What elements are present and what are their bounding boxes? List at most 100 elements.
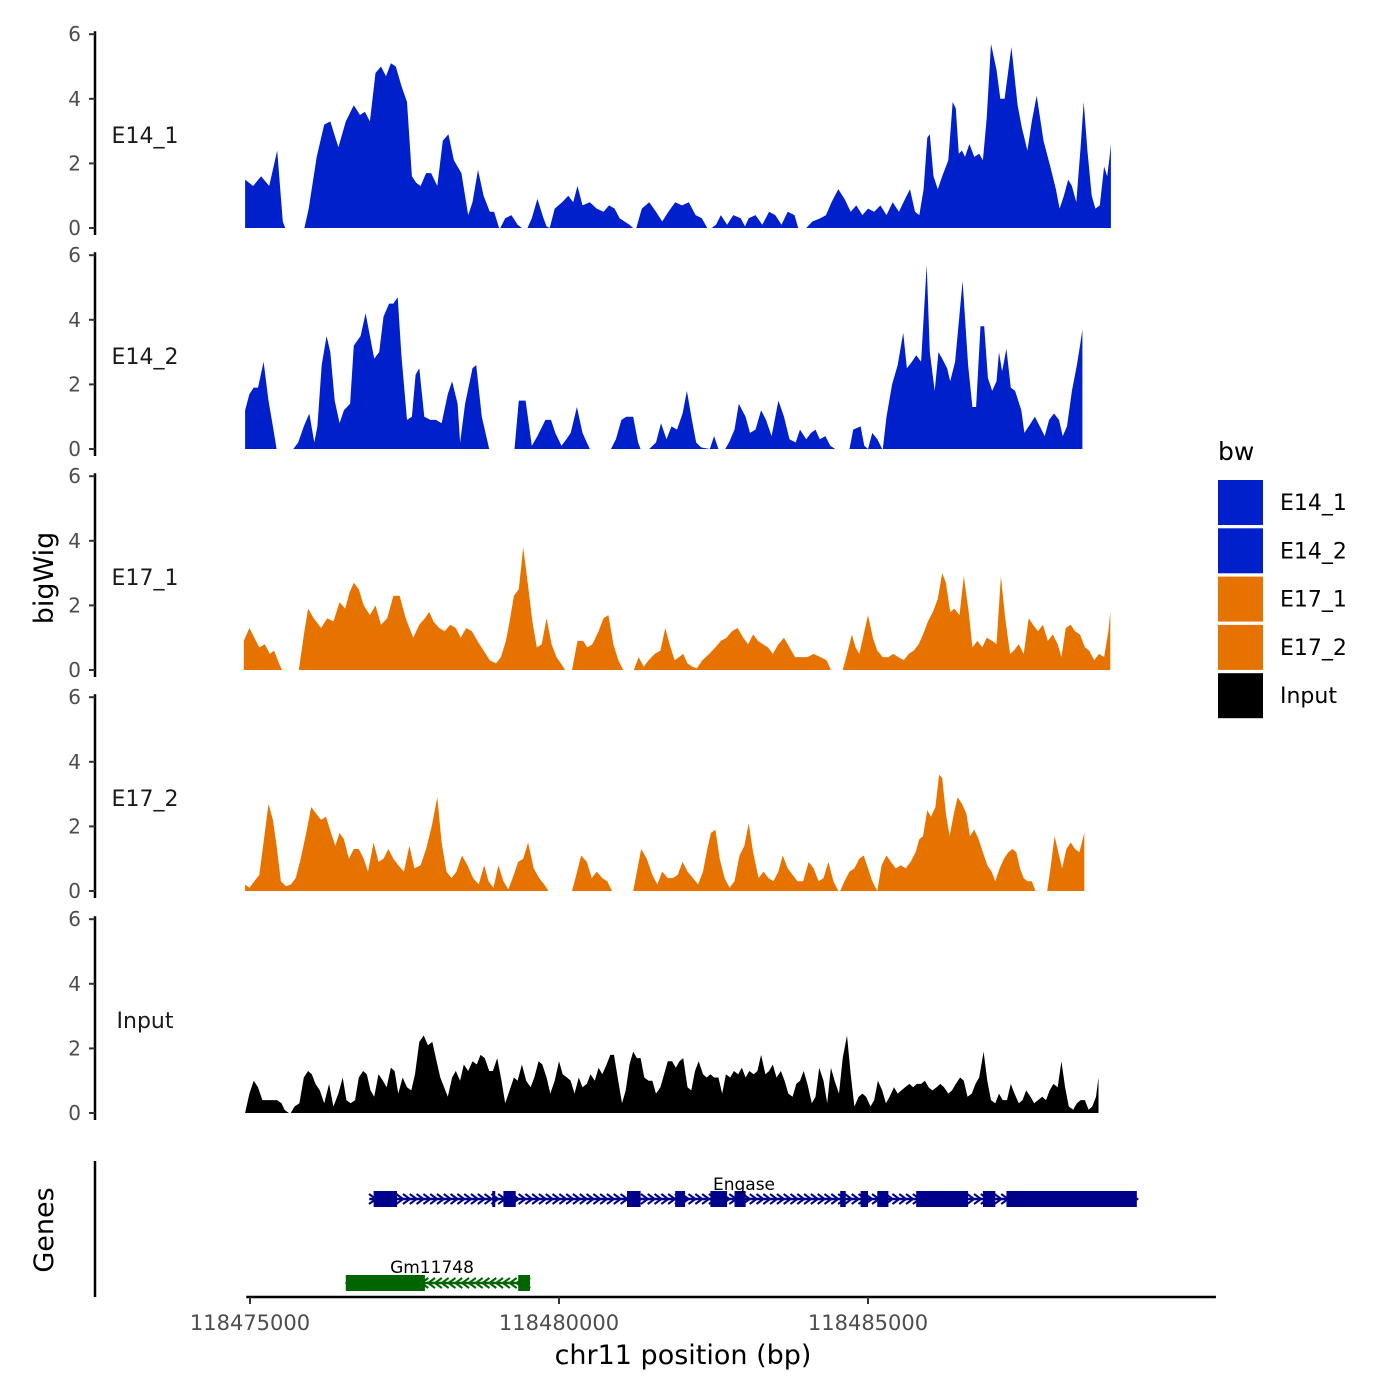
strand-arrow (613, 1193, 623, 1205)
x-axis: 118475000 118480000 118485000 (190, 1295, 1216, 1335)
legend-item-input: Input (1218, 673, 1337, 719)
track-input: 0 2 4 6 Input (68, 907, 1099, 1125)
strand-arrow (524, 1193, 535, 1205)
strand-arrow (762, 1193, 772, 1205)
track-name: E14_2 (112, 345, 179, 370)
area-e17-2 (245, 774, 1085, 891)
y-tick-label: 6 (68, 243, 81, 267)
y-tick-label: 4 (68, 308, 81, 332)
legend-swatch (1218, 624, 1263, 670)
gene-name-label: Engase (713, 1175, 775, 1195)
legend-swatch (1218, 576, 1263, 622)
track-e17-1: 0 2 4 6 E17_1 (68, 464, 1111, 682)
strand-arrow (585, 1193, 596, 1205)
track-e17-2: 0 2 4 6 E17_2 (68, 685, 1085, 903)
legend-swatch (1218, 528, 1263, 574)
strand-arrow (579, 1193, 589, 1205)
y-tick-label: 4 (68, 750, 81, 774)
strand-arrow (446, 1277, 457, 1289)
exon (916, 1191, 969, 1207)
strand-arrow (647, 1193, 657, 1205)
exon (503, 1191, 516, 1207)
strand-arrow (898, 1193, 908, 1205)
legend-title: bw (1218, 437, 1254, 466)
x-tick-label: 118485000 (808, 1311, 928, 1335)
legend-label: E17_2 (1280, 636, 1347, 661)
strand-arrow (426, 1277, 436, 1289)
strand-arrow (796, 1193, 806, 1205)
legend-item-e17-2: E17_2 (1218, 624, 1347, 670)
strand-arrow (966, 1193, 976, 1205)
area-e14-2 (245, 264, 1083, 449)
strand-arrow (687, 1193, 698, 1205)
y-tick-label: 4 (68, 972, 81, 996)
strand-arrow (789, 1193, 800, 1205)
track-e14-2: 0 2 4 6 E14_2 (68, 243, 1083, 461)
strand-arrow (443, 1193, 453, 1205)
strand-arrow (830, 1193, 840, 1205)
strand-arrow (769, 1193, 779, 1205)
exon (675, 1191, 686, 1207)
strand-arrow (456, 1193, 467, 1205)
y-tick-label: 2 (68, 814, 81, 838)
y-axis-label: bigWig (29, 532, 60, 625)
y-tick-label: 6 (68, 22, 81, 46)
exon (1006, 1191, 1137, 1207)
strand-arrow (463, 1193, 473, 1205)
strand-arrow (467, 1277, 477, 1289)
strand-arrow (460, 1277, 470, 1289)
y-tick-label: 6 (68, 464, 81, 488)
strand-arrow (640, 1193, 650, 1205)
coverage-tracks: 0 2 4 6 E14_1 0 2 4 6 E14_2 0 2 4 6 E17_1 0 2 4 6 E17_2 0 2 4 6… (68, 22, 1111, 1125)
y-tick-label: 4 (68, 529, 81, 553)
gene-name-label: Gm11748 (390, 1258, 474, 1278)
strand-arrow (517, 1193, 528, 1205)
exon (710, 1191, 728, 1207)
area-e17-1 (243, 547, 1111, 670)
y-tick-label: 0 (68, 879, 81, 903)
strand-arrow (891, 1193, 902, 1205)
strand-arrow (755, 1193, 766, 1205)
y-tick-label: 0 (68, 216, 81, 240)
strand-arrow (973, 1193, 983, 1205)
strand-arrow (483, 1193, 494, 1205)
legend-label: E17_1 (1280, 588, 1347, 613)
strand-arrow (473, 1277, 484, 1289)
strand-arrow (422, 1193, 433, 1205)
legend-label: E14_2 (1280, 539, 1347, 564)
strand-arrow (810, 1193, 820, 1205)
legend-items: E14_1 E14_2 E17_1 E17_2 Input (1218, 480, 1347, 719)
exon (877, 1191, 889, 1207)
strand-arrow (558, 1193, 569, 1205)
exon (626, 1191, 641, 1207)
area-input (245, 1035, 1099, 1113)
gene-engase: Engase (368, 1175, 1140, 1207)
exon (518, 1275, 530, 1291)
strand-arrow (415, 1193, 426, 1205)
y-tick-label: 0 (68, 437, 81, 461)
legend-item-e14-1: E14_1 (1218, 480, 1347, 525)
strand-arrow (545, 1193, 555, 1205)
strand-arrow (494, 1277, 504, 1289)
strand-arrow (487, 1277, 497, 1289)
y-tick-label: 2 (68, 1036, 81, 1060)
strand-arrow (851, 1193, 861, 1205)
strand-arrow (402, 1193, 412, 1205)
strand-arrow (783, 1193, 793, 1205)
strand-arrow (776, 1193, 786, 1205)
exon (840, 1191, 846, 1207)
exon (982, 1191, 996, 1207)
area-e14-1 (245, 43, 1111, 229)
exon (373, 1191, 398, 1207)
strand-arrow (531, 1193, 541, 1205)
legend-item-e17-1: E17_1 (1218, 576, 1347, 622)
strand-arrow (453, 1277, 463, 1289)
strand-arrow (701, 1193, 711, 1205)
strand-arrow (538, 1193, 548, 1205)
strand-arrow (395, 1193, 405, 1205)
strand-arrow (599, 1193, 609, 1205)
strand-arrow (905, 1193, 915, 1205)
strand-arrow (477, 1193, 487, 1205)
legend-label: E14_1 (1280, 491, 1347, 516)
strand-arrow (480, 1277, 491, 1289)
